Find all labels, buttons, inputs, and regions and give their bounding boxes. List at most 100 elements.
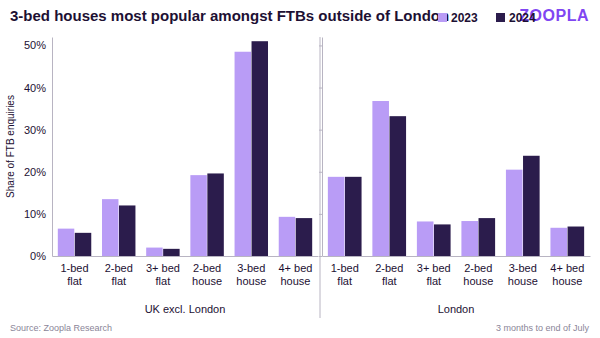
tick-label: 50%: [24, 39, 46, 51]
tick-label: 1-bedflat: [60, 262, 88, 287]
tick-label: 2-bedflat: [375, 262, 403, 287]
bar: [296, 218, 312, 256]
bar: [568, 227, 585, 256]
bar: [417, 221, 434, 256]
legend: 2023 2024: [438, 11, 536, 25]
x-axis-title: UK excl. London: [145, 303, 226, 315]
x-axis-title: London: [438, 303, 475, 315]
bar: [75, 233, 91, 256]
tick: 3+ bedflat: [146, 262, 180, 287]
y-axis-title: Share of FTB enquiries: [5, 95, 16, 198]
y-axis: 0% 10% 20% 30% 40% 50%: [24, 38, 53, 263]
tick: 1-bedflat: [60, 262, 88, 287]
tick-label: 4+ bedhouse: [278, 262, 312, 287]
bar: [163, 249, 179, 256]
legend-swatch: [496, 13, 505, 22]
tick: 3+ bedflat: [417, 262, 451, 287]
tick-label: 3+ bedflat: [417, 262, 451, 287]
bars: [328, 101, 584, 256]
series: [345, 116, 584, 256]
tick: 1-bedflat: [331, 262, 359, 287]
tick: 2-bedhouse: [463, 262, 493, 287]
tick-label: 3+ bedflat: [146, 262, 180, 287]
tick: 2-bedflat: [375, 262, 403, 287]
tick-mark: [319, 88, 322, 89]
bar: [279, 217, 295, 256]
tick-label: 4+ bedhouse: [550, 262, 584, 287]
tick-mark: [319, 130, 322, 131]
tick-label: 10%: [24, 208, 46, 220]
bar: [461, 221, 478, 256]
tick-label: 0%: [30, 250, 46, 262]
tick-mark: [319, 45, 322, 46]
bar: [506, 170, 523, 256]
tick: 50%: [24, 39, 52, 51]
tick-label: 2-bedhouse: [463, 262, 493, 287]
bar: [550, 228, 567, 256]
tick-label: 20%: [24, 166, 46, 178]
tick-label: 3-bedhouse: [508, 262, 538, 287]
tick: 2-bedhouse: [192, 262, 222, 287]
x-axis: 1-bedflat 2-bedflat 3+ bedflat 2-bedhouse 3-…: [323, 257, 591, 288]
panel: 1-bedflat 2-bedflat 3+ bedflat 2-bedhouse 3-…: [319, 38, 591, 316]
tick: 40%: [24, 82, 52, 94]
bar: [235, 52, 251, 256]
tick-mark: [319, 256, 322, 257]
axis-line: [52, 38, 53, 257]
tick-label: 40%: [24, 82, 46, 94]
legend-label: 2023: [451, 11, 478, 25]
tick: 2-bedflat: [105, 262, 133, 287]
tick-label: 3-bedhouse: [236, 262, 266, 287]
legend-label: 2024: [509, 11, 536, 25]
panel: 0% 10% 20% 30% 40% 50% 1-bedflat 2-bedflat 3+ be…: [5, 38, 319, 316]
axis-line: [322, 38, 323, 257]
panel-separator: [320, 37, 321, 318]
axis-line: [53, 256, 319, 257]
bar: [345, 177, 362, 256]
bar: [102, 199, 118, 256]
series: [328, 101, 567, 256]
tick: [319, 256, 322, 257]
tick: 3-bedhouse: [236, 262, 266, 287]
title: 3-bed houses most popular amongst FTBs o…: [10, 7, 449, 24]
bar: [372, 101, 389, 256]
tick: 3-bedhouse: [508, 262, 538, 287]
bar: [58, 229, 74, 256]
tick-label: 2-bedflat: [105, 262, 133, 287]
tick: 4+ bedhouse: [278, 262, 312, 287]
legend-swatch: [438, 13, 447, 22]
bar: [252, 41, 268, 256]
axis-line: [323, 256, 591, 257]
bar: [479, 218, 496, 256]
tick: [319, 172, 322, 173]
tick: 10%: [24, 208, 52, 220]
bar: [190, 175, 206, 256]
tick-label: 30%: [24, 124, 46, 136]
bar: [389, 116, 406, 256]
chart: 3-bed houses most popular amongst FTBs o…: [0, 0, 600, 338]
bar: [146, 248, 162, 256]
tick-mark: [319, 172, 322, 173]
tick: [319, 88, 322, 89]
tick-label: 2-bedhouse: [192, 262, 222, 287]
tick: [319, 214, 322, 215]
bar: [523, 156, 540, 256]
bar: [434, 224, 451, 256]
x-axis: 1-bedflat 2-bedflat 3+ bedflat 2-bedhouse 3-…: [53, 257, 319, 288]
tick-mark: [319, 214, 322, 215]
series: [75, 41, 312, 256]
tick: [319, 45, 322, 46]
tick: 30%: [24, 124, 52, 136]
bars: [58, 41, 312, 256]
source: Source: Zoopla Research: [10, 323, 112, 333]
bar: [328, 177, 345, 256]
tick-label: 1-bedflat: [331, 262, 359, 287]
tick: [319, 130, 322, 131]
bar: [119, 205, 135, 256]
tick: 4+ bedhouse: [550, 262, 584, 287]
tick: 0%: [30, 250, 52, 262]
y-axis: [319, 38, 323, 257]
bar: [207, 173, 223, 256]
note: 3 months to end of July: [496, 323, 590, 333]
tick: 20%: [24, 166, 52, 178]
